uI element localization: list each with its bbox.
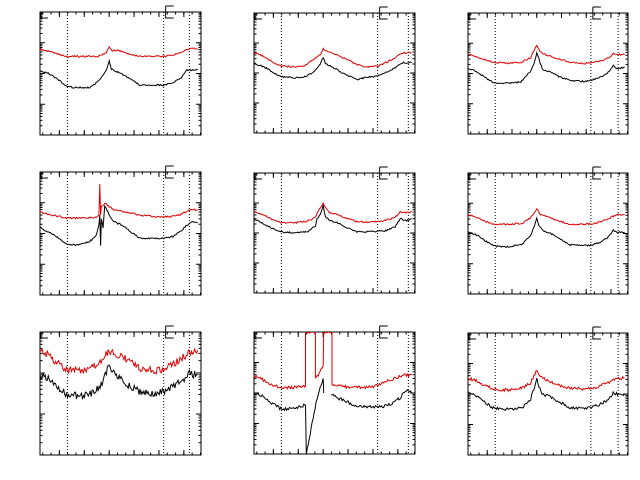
lld-series-line [468, 44, 625, 65]
panel-det-1 [39, 5, 202, 136]
events-series-line [254, 378, 325, 454]
plot-frame [253, 172, 416, 294]
events-series-line [40, 364, 198, 400]
end-bracket-marker [165, 325, 174, 339]
events-series-line [468, 216, 625, 248]
end-bracket-marker [592, 326, 601, 340]
lld-series-line [40, 184, 198, 220]
events-series-line [254, 56, 412, 81]
end-bracket-marker [592, 166, 601, 180]
end-bracket-marker [165, 5, 174, 19]
events-series-line [468, 377, 626, 412]
events-series-line [40, 58, 198, 89]
events-series-line [40, 204, 198, 247]
plot-frame [253, 12, 416, 134]
start-bracket-marker [40, 332, 48, 339]
lld-series-line [40, 347, 199, 375]
end-bracket-marker [592, 6, 601, 20]
end-bracket-marker [379, 325, 388, 339]
events-series-line [468, 50, 625, 85]
lld-series-line [468, 207, 625, 226]
events-series-line [254, 205, 412, 234]
lld-series-line [40, 45, 198, 58]
panel-det-8 [253, 325, 416, 455]
lld-series-line [254, 47, 412, 69]
panel-det-5 [253, 166, 416, 294]
events-series-line [331, 388, 413, 409]
lld-series-line [254, 332, 412, 390]
end-bracket-marker [165, 165, 174, 179]
lld-series-line [468, 369, 625, 393]
panel-det-2 [253, 6, 416, 134]
end-bracket-marker [379, 6, 388, 20]
panel-det-3 [467, 6, 629, 135]
lld-series-line [254, 201, 412, 225]
plot-frame [467, 12, 629, 135]
end-bracket-marker [379, 166, 388, 180]
plot-frame [467, 172, 629, 295]
panel-det-7 [39, 325, 202, 456]
plot-frame [467, 332, 629, 456]
panel-det-4 [39, 165, 202, 296]
panel-det-6 [467, 166, 629, 295]
panel-det-9 [467, 326, 629, 456]
plot-frame [39, 331, 202, 456]
plot-frame [253, 331, 416, 455]
